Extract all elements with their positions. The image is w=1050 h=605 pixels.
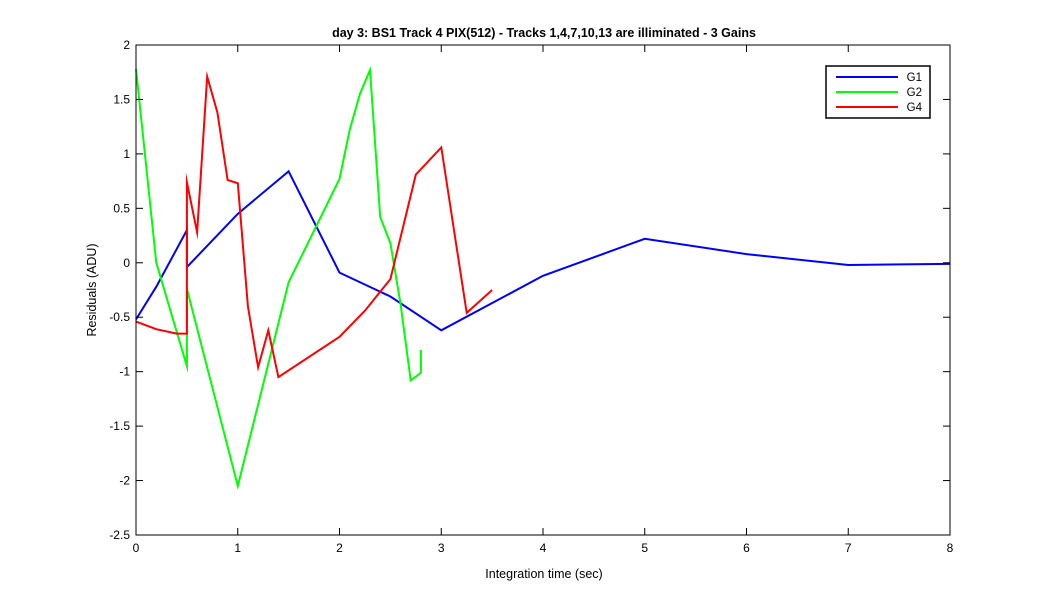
x-tick-label: 2 [336,541,343,555]
x-tick-label: 6 [743,541,750,555]
x-tick-label: 0 [133,541,140,555]
x-tick-label: 4 [540,541,547,555]
chart-title: day 3: BS1 Track 4 PIX(512) - Tracks 1,4… [332,26,756,40]
x-tick-label: 5 [641,541,648,555]
x-tick-label: 1 [234,541,241,555]
legend: G1 G2 G4 [825,65,931,119]
y-tick-label: 1 [123,147,130,161]
y-axis-label: Residuals (ADU) [85,243,99,336]
y-tick-label: -1 [119,365,130,379]
x-tick-label: 7 [845,541,852,555]
legend-entry-g2: G2 [907,87,922,99]
legend-entry-g1: G1 [907,72,922,84]
axes: 0 1 2 3 4 5 6 7 8 -2.5 -2 -1.5 -1 -0.5 0 0.5 1 1.5 2 [109,38,953,555]
y-tick-label: -0.5 [109,310,130,324]
y-tick-label: 1.5 [113,92,130,106]
legend-entry-g4: G4 [907,102,923,114]
x-axis-label: Integration time (sec) [485,567,602,581]
y-tick-label: -2.5 [109,528,130,542]
series-line-g4 [135,70,493,379]
y-tick-label: 2 [123,38,130,52]
y-tick-label: 0.5 [113,201,130,215]
x-tick-label: 3 [438,541,445,555]
chart-marks [135,65,951,491]
y-tick-label: -2 [119,474,130,488]
plot-background [136,45,950,535]
y-tick-label: 0 [123,256,130,270]
x-tick-label: 8 [947,541,954,555]
y-tick-label: -1.5 [109,419,130,433]
plot-area [136,45,950,535]
